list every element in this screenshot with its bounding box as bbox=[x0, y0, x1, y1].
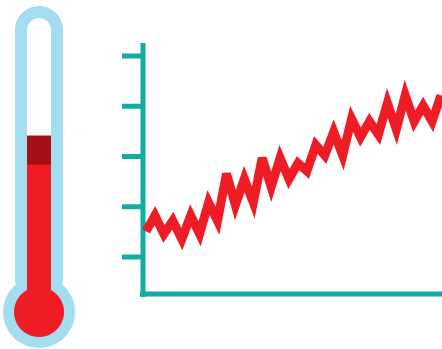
rising-temperature-chart-icon bbox=[122, 43, 442, 297]
thermometer-mercury-column bbox=[27, 135, 51, 315]
series-line bbox=[142, 79, 442, 251]
thermometer-mercury-bulb bbox=[14, 287, 64, 337]
thermometer-icon bbox=[3, 6, 75, 348]
thermometer-mercury-cap bbox=[27, 135, 51, 165]
